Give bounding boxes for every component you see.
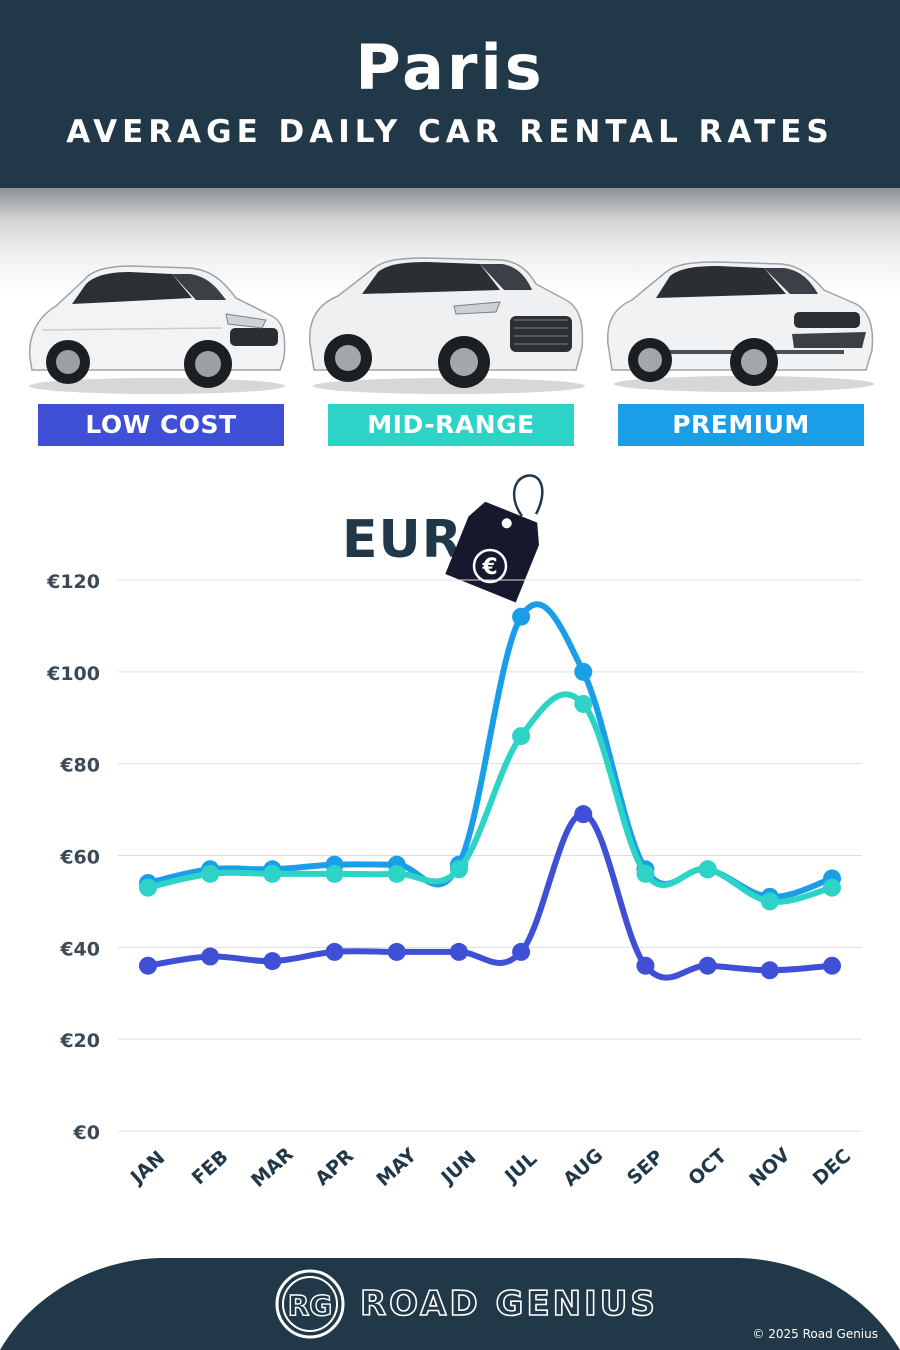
- data-point-low-sep: [636, 956, 655, 975]
- data-point-low-may: [387, 942, 406, 961]
- badge-mid-range: MID-RANGE: [328, 404, 574, 446]
- data-point-premium-jul: [512, 607, 531, 626]
- rental-rate-line-chart: €0 €20 €40 €60 €80 €100 €120 JAN FEB MAR APR MAY JUN…: [46, 571, 862, 1192]
- data-point-mid-nov: [760, 892, 779, 911]
- x-tick-label: APR: [311, 1145, 358, 1191]
- data-point-mid-sep: [636, 864, 655, 883]
- y-tick-label: €100: [46, 663, 100, 685]
- copyright-text: © 2025 Road Genius: [752, 1327, 878, 1341]
- footer-banner: [0, 1258, 900, 1350]
- y-tick-label: €120: [46, 571, 100, 593]
- data-point-low-dec: [823, 956, 841, 975]
- data-point-mid-jan: [139, 878, 157, 897]
- data-point-low-oct: [698, 956, 717, 975]
- data-point-mid-jun: [449, 860, 468, 879]
- series-line-low: [145, 811, 835, 981]
- x-tick-label: JUN: [436, 1147, 481, 1190]
- data-point-low-jun: [449, 942, 468, 961]
- header-banner: [0, 0, 900, 188]
- x-tick-label: AUG: [559, 1144, 607, 1191]
- road-genius-logo-icon: RG: [275, 1269, 345, 1339]
- y-tick-label: €40: [59, 938, 100, 960]
- euro-symbol-icon: [472, 548, 508, 584]
- data-point-mid-may: [387, 864, 406, 883]
- y-tick-label: €80: [59, 755, 100, 777]
- page-subtitle: AVERAGE DAILY CAR RENTAL RATES: [66, 114, 834, 150]
- x-tick-label: SEP: [623, 1146, 668, 1190]
- data-point-mid-apr: [325, 864, 344, 883]
- badge-low-cost: LOW COST: [38, 404, 284, 446]
- series-line-premium: [145, 601, 835, 900]
- data-point-mid-aug: [574, 694, 593, 713]
- data-point-low-jan: [139, 956, 157, 975]
- x-tick-label: MAR: [247, 1143, 298, 1192]
- y-tick-label: €0: [73, 1122, 100, 1144]
- x-tick-label: JUL: [499, 1148, 541, 1189]
- badge-premium: PREMIUM: [618, 404, 864, 446]
- brand-name: ROAD GENIUS: [359, 1283, 658, 1325]
- x-tick-label: FEB: [188, 1146, 233, 1189]
- data-point-low-aug: [574, 805, 593, 824]
- premium-car-image: [606, 261, 874, 392]
- x-tick-label: OCT: [684, 1145, 731, 1190]
- currency-label: EUR: [342, 510, 463, 570]
- page-title: Paris: [355, 31, 545, 104]
- data-point-low-feb: [201, 947, 220, 966]
- x-tick-label: JAN: [125, 1147, 169, 1190]
- data-point-low-apr: [325, 942, 344, 961]
- data-point-mid-dec: [823, 878, 841, 897]
- y-tick-label: €20: [59, 1030, 100, 1052]
- data-point-low-jul: [512, 942, 531, 961]
- data-point-mid-feb: [201, 864, 220, 883]
- x-tick-label: DEC: [809, 1145, 855, 1190]
- price-tag-icon: €: [445, 474, 544, 603]
- data-point-mid-mar: [263, 864, 282, 883]
- logo-letters: RG: [288, 1289, 333, 1322]
- data-point-mid-oct: [698, 860, 717, 879]
- low-cost-car-image: [28, 265, 286, 394]
- data-point-premium-aug: [574, 662, 593, 681]
- x-tick-label: MAY: [372, 1144, 421, 1191]
- data-point-low-nov: [760, 961, 779, 980]
- data-point-low-mar: [263, 952, 282, 971]
- x-tick-label: NOV: [745, 1144, 794, 1191]
- y-tick-label: €60: [59, 847, 100, 869]
- euro-symbol-text: €: [481, 555, 497, 580]
- mid-range-car-image: [309, 257, 585, 394]
- data-point-mid-jul: [512, 727, 531, 746]
